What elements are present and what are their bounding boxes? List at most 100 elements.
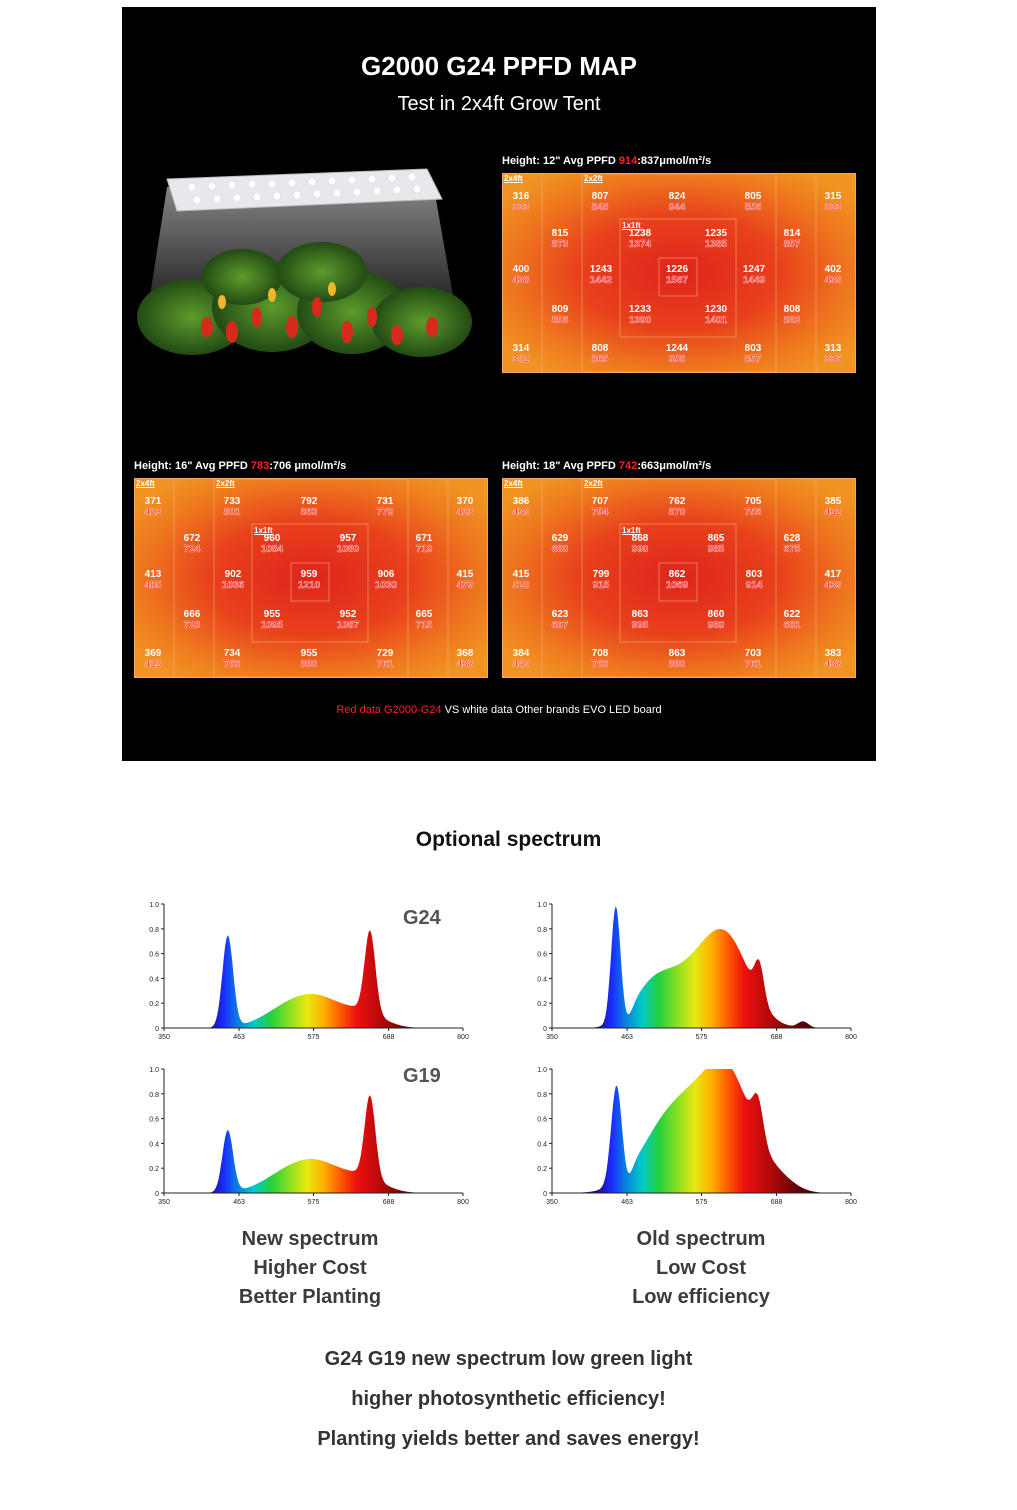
ppfd-value-g24: 761	[744, 659, 762, 670]
ppfd-cell: 863 880	[657, 648, 697, 670]
ppfd-cell: 803 857	[733, 343, 773, 365]
ppfd-value-other-brand: 1233	[628, 304, 652, 315]
ppfd-value-other-brand: 731	[376, 496, 394, 507]
ppfd-value-other-brand: 413	[144, 569, 162, 580]
ppfd-cell: 415 479	[445, 569, 485, 591]
ppfd-value-g24: 882	[783, 315, 801, 326]
ppfd-cell: 902 1036	[213, 569, 253, 591]
heading-height: 18"	[542, 460, 561, 472]
heading-avg-label: Avg PPFD	[560, 460, 619, 472]
ppfd-value-g24: 870	[668, 507, 686, 518]
ppfd-cell: 400 438	[502, 264, 541, 286]
ppfd-cell: 865 985	[696, 533, 736, 555]
x-tick-label: 350	[546, 1034, 558, 1041]
ppfd-value-other-brand: 959	[300, 569, 318, 580]
ppfd-cell: 415 520	[502, 569, 541, 591]
ppfd-value-g24: 724	[183, 544, 201, 555]
ppfd-value-other-brand: 762	[668, 496, 686, 507]
ppfd-value-g24: 438	[824, 659, 842, 670]
ppfd-value-g24: 1095	[260, 620, 284, 631]
spectrum-svg: 0 0.2 0.4 0.6 0.8 1.0 350 463 575 688 800	[537, 1067, 857, 1206]
ppfd-value-other-brand: 400	[512, 264, 530, 275]
caption-old-spectrum: Old spectrum Low Cost Low efficiency	[551, 1225, 851, 1312]
ppfd-cell: 402 430	[813, 264, 853, 286]
ppfd-value-other-brand: 906	[377, 569, 395, 580]
spectrum-chart-g19-new: 0 0.2 0.4 0.6 0.8 1.0 350 463 575 688 800	[140, 1063, 480, 1218]
x-tick-label: 688	[771, 1034, 783, 1041]
ppfd-value-g24: 1385	[704, 239, 728, 250]
ppfd-value-other-brand: 1230	[704, 304, 728, 315]
heading-avg-label: Avg PPFD	[560, 155, 619, 167]
x-tick-label: 800	[457, 1034, 469, 1041]
ppfd-value-g24: 1567	[665, 275, 689, 286]
ppfd-cell: 417 439	[813, 569, 853, 591]
ppfd-value-g24: 440	[512, 659, 530, 670]
x-tick-label: 350	[546, 1199, 558, 1206]
spectrum-svg: 0 0.2 0.4 0.6 0.8 1.0 350 463 575 688 800	[537, 902, 857, 1041]
ppfd-cell: 1233 1390	[620, 304, 660, 326]
ppfd-value-other-brand: 313	[824, 343, 842, 354]
ppfd-value-other-brand: 863	[668, 648, 686, 659]
ppfd-value-other-brand: 665	[415, 609, 433, 620]
ppfd-value-g24: 958	[668, 354, 686, 365]
heat-map-area: 2x4ft 2x2ft 1x1ft 386 430 707 754 762 870 705 756 3…	[502, 478, 856, 678]
ppfd-map-title: G2000 G24 PPFD MAP	[361, 51, 637, 81]
ppfd-value-g24: 336	[824, 354, 842, 365]
ppfd-cell: 708 760	[580, 648, 620, 670]
ppfd-value-other-brand: 955	[263, 609, 281, 620]
ppfd-cell: 906 1030	[366, 569, 406, 591]
ppfd-cell: 960 1084	[252, 533, 292, 555]
ppfd-value-g24: 1442	[589, 275, 613, 286]
ppfd-cell: 413 485	[134, 569, 173, 591]
ppfd-value-g24: 438	[456, 659, 474, 670]
ppfd-value-g24: 333	[512, 202, 530, 213]
ppfd-value-g24: 413	[144, 507, 162, 518]
ppfd-value-other-brand: 622	[783, 609, 801, 620]
ppfd-value-g24: 687	[551, 620, 569, 631]
x-tick-label: 688	[383, 1199, 395, 1206]
y-tick-label: 0.2	[537, 1001, 547, 1008]
ppfd-value-g24: 980	[707, 620, 725, 631]
ppfd-value-g24: 754	[591, 507, 609, 518]
spectrum-chart-g24-new: 0 0.2 0.4 0.6 0.8 1.0 350 463 575 688 800	[140, 898, 480, 1053]
heading-avg-red: 742	[618, 460, 638, 472]
spectrum-curve	[552, 906, 851, 1028]
ppfd-value-other-brand: 1247	[742, 264, 766, 275]
x-tick-label: 463	[621, 1034, 633, 1041]
ppfd-value-g24: 873	[551, 239, 569, 250]
ppfd-cell: 808 865	[580, 343, 620, 365]
ppfd-value-g24: 880	[668, 659, 686, 670]
ppfd-value-g24: 430	[824, 275, 842, 286]
y-tick-label: 0.6	[149, 1117, 159, 1124]
legend-red-text: Red data G2000-G24	[336, 704, 442, 716]
ppfd-value-other-brand: 383	[824, 648, 842, 659]
ppfd-value-other-brand: 824	[668, 191, 686, 202]
y-tick-label: 0.4	[149, 976, 159, 983]
zone-label-1x1: 1x1ft	[622, 221, 641, 230]
spectrum-curve	[164, 930, 463, 1028]
x-tick-label: 575	[696, 1199, 708, 1206]
ppfd-value-other-brand: 1238	[628, 228, 652, 239]
ppfd-value-other-brand: 384	[512, 648, 530, 659]
ppfd-value-other-brand: 952	[339, 609, 357, 620]
ppfd-cell: 385 432	[813, 496, 853, 518]
ppfd-cell: 315 333	[813, 191, 853, 213]
spectrum-svg: 0 0.2 0.4 0.6 0.8 1.0 350 463 575 688 800	[149, 1067, 469, 1206]
ppfd-value-other-brand: 385	[824, 496, 842, 507]
x-tick-label: 800	[845, 1034, 857, 1041]
ppfd-cell: 313 336	[813, 343, 853, 365]
caption-new-spectrum: New spectrum Higher Cost Better Planting	[160, 1225, 460, 1312]
spectrum-label-g19: G19	[403, 1065, 441, 1087]
legend-white-text: VS white data Other brands EVO LED board	[441, 704, 662, 716]
ppfd-value-g24: 915	[592, 580, 610, 591]
zone-label-2x2: 2x2ft	[584, 174, 603, 183]
ppfd-cell: 623 687	[540, 609, 580, 631]
ppfd-value-other-brand: 623	[551, 609, 569, 620]
ppfd-cell: 703 761	[733, 648, 773, 670]
ppfd-value-other-brand: 1243	[589, 264, 613, 275]
ppfd-value-g24: 681	[783, 620, 801, 631]
heading-prefix: Height:	[502, 460, 543, 472]
ppfd-value-other-brand: 957	[339, 533, 357, 544]
ppfd-value-other-brand: 417	[824, 569, 842, 580]
ppfd-value-g24: 756	[744, 507, 762, 518]
